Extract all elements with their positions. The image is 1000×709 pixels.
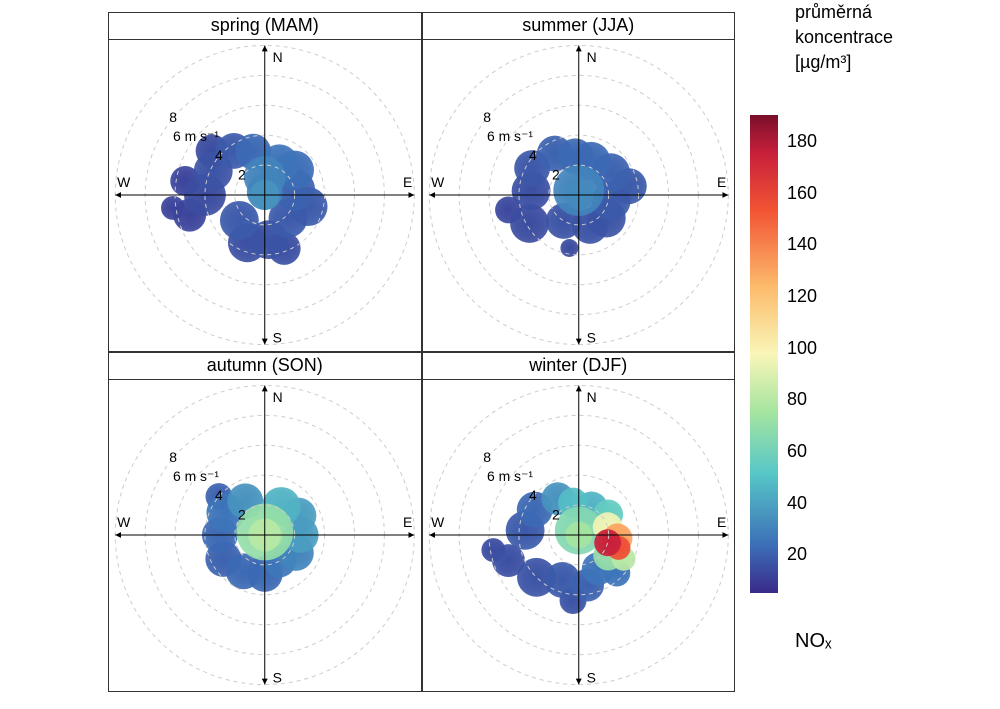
compass-label: W [117,514,131,530]
pollutant-label: NOₓ [795,630,832,653]
colorbar-tick: 40 [787,494,807,512]
colorbar-tick: 180 [787,132,817,150]
colorbar-tick: 100 [787,339,817,357]
compass-label: S [586,670,595,686]
panel-autumn: autumn (SON) N S E W 24 6 m s⁻¹ 8 [108,352,422,692]
compass-label: S [273,670,282,686]
ring-label: 4 [529,147,537,163]
polar-plot: N S E W 24 6 m s⁻¹ 8 [109,379,421,691]
compass-label: E [717,174,726,190]
panel-summer: summer (JJA) N S E W 24 6 m s⁻¹ 8 [422,12,736,352]
data-blobs [481,482,635,614]
legend: průměrná koncentrace [µg/m³] 180 160 140 12… [745,0,985,709]
data-blobs [161,133,328,265]
ring-label: 6 m s⁻¹ [173,468,219,484]
panel-title: winter (DJF) [423,353,735,380]
ring-label: 6 m s⁻¹ [487,128,533,144]
ring-label: 8 [483,449,491,465]
legend-title: průměrná koncentrace [µg/m³] [795,0,893,76]
ring-label: 4 [215,147,223,163]
panel-title: autumn (SON) [109,353,421,380]
legend-unit: [µg/m³] [795,52,851,72]
compass-label: S [586,330,595,346]
colorbar-tick: 60 [787,442,807,460]
ring-label: 6 m s⁻¹ [173,128,219,144]
compass-label: W [431,514,445,530]
compass-label: N [586,49,596,65]
compass-label: N [273,49,283,65]
colorbar-tick: 120 [787,287,817,305]
polar-plot: N S E W 24 6 m s⁻¹ 8 [423,379,735,691]
compass-label: N [273,389,283,405]
ring-label: 2 [551,506,559,522]
colorbar [750,115,778,593]
ring-label: 4 [529,487,537,503]
polar-plot: N S E W 24 6 m s⁻¹ 8 [423,39,735,351]
ring-label: 8 [483,109,491,125]
ring-label: 6 m s⁻¹ [487,468,533,484]
compass-label: E [403,174,412,190]
compass-label: W [117,174,131,190]
ring-label: 2 [238,506,246,522]
data-blobs [495,136,647,257]
data-blob [161,196,185,220]
panel-title: spring (MAM) [109,13,421,40]
legend-title-line1: průměrná [795,2,872,22]
panel-grid: spring (MAM)NSEW246 m s⁻¹8summer (JJA)NS… [108,12,735,692]
data-blob [594,529,621,556]
panel-title: summer (JJA) [423,13,735,40]
ring-label: 2 [238,166,246,182]
colorbar-tick: 160 [787,184,817,202]
legend-title-line2: koncentrace [795,27,893,47]
colorbar-tick: 140 [787,235,817,253]
compass-label: E [403,514,412,530]
compass-label: E [717,514,726,530]
compass-label: W [431,174,445,190]
compass-label: N [586,389,596,405]
colorbar-tick: 80 [787,390,807,408]
colorbar-ticks: 180 160 140 120 100 80 60 40 20 [787,115,847,593]
ring-label: 2 [551,166,559,182]
colorbar-tick: 20 [787,545,807,563]
panel-spring: spring (MAM) N S E W 24 6 m s⁻¹ 8 [108,12,422,352]
ring-label: 8 [169,109,177,125]
panel-winter: winter (DJF) N S E W 24 6 m s⁻¹ 8 [422,352,736,692]
data-blob [220,201,259,240]
ring-label: 8 [169,449,177,465]
polar-plot: N S E W 24 6 m s⁻¹ 8 [109,39,421,351]
ring-label: 4 [215,487,223,503]
compass-label: S [273,330,282,346]
